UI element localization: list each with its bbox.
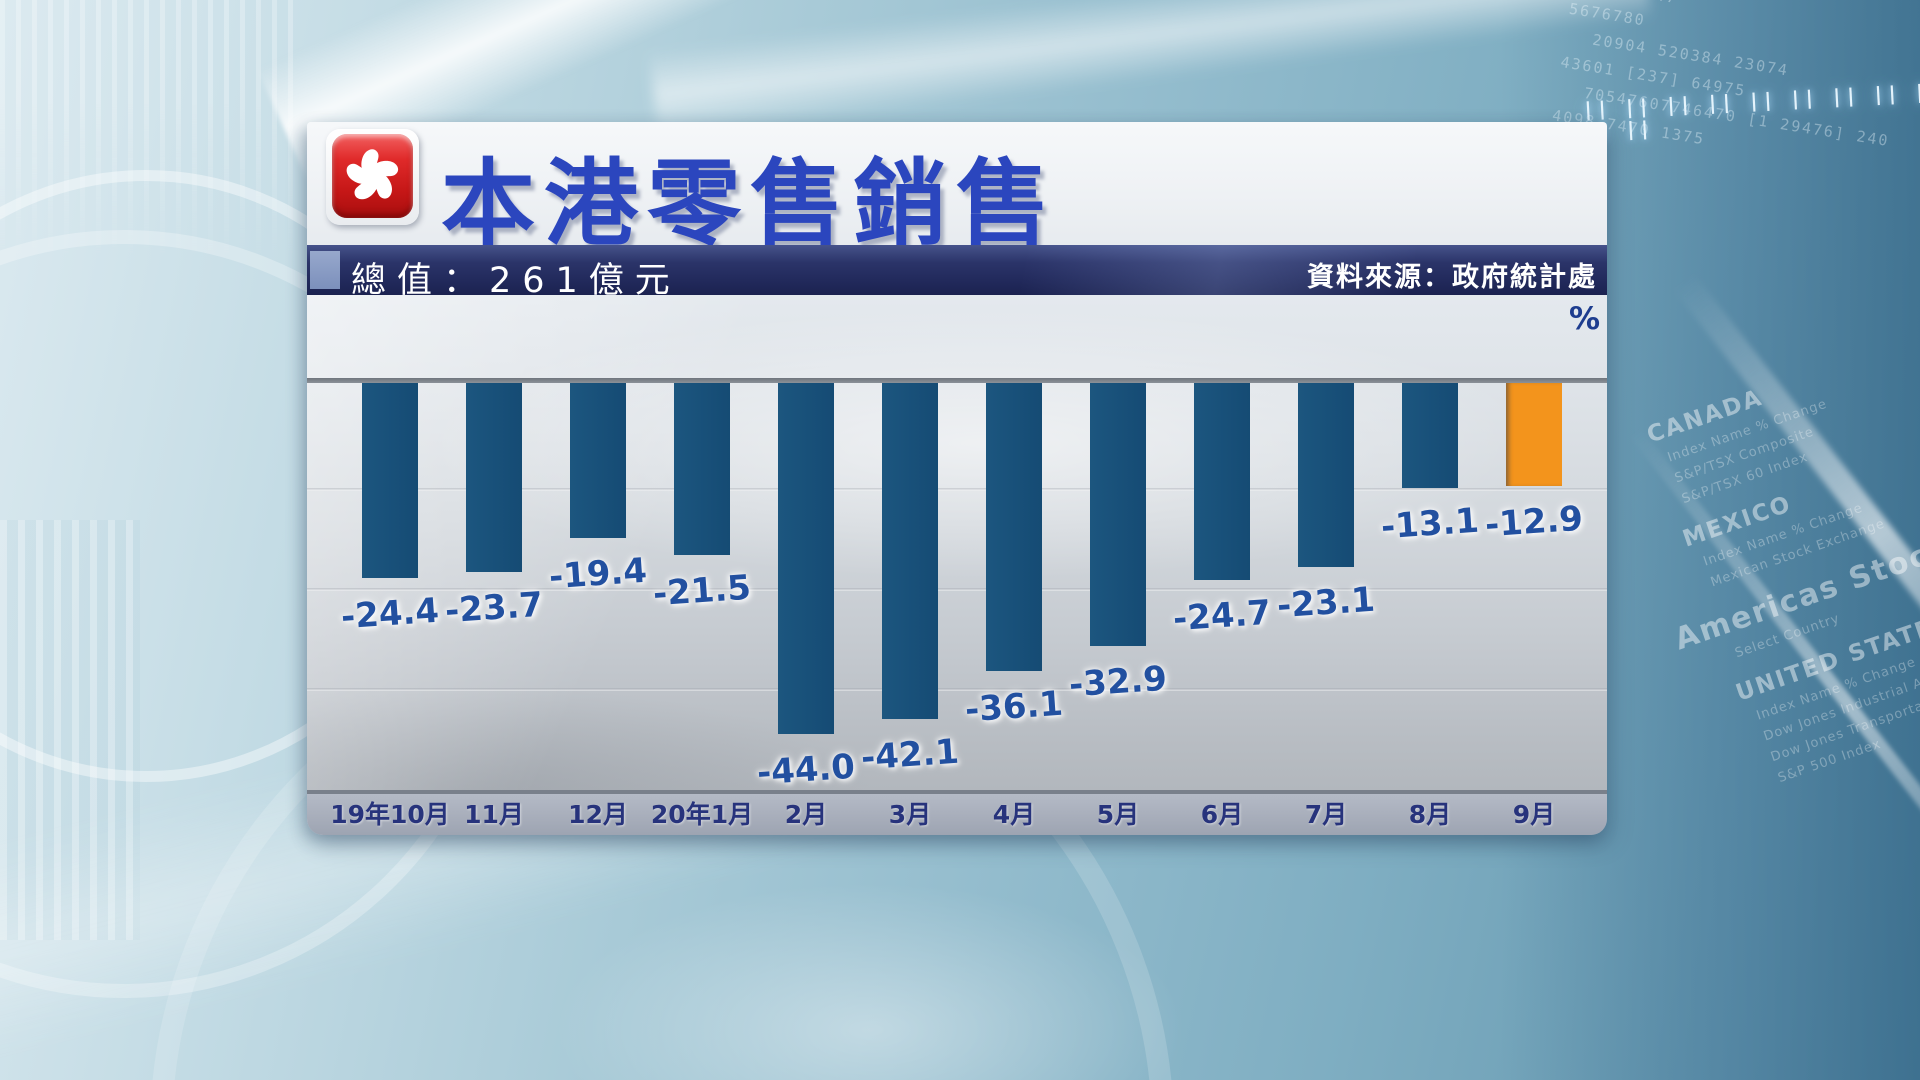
bar-12月 [570, 383, 626, 538]
bar-3月 [882, 383, 938, 719]
bar-4月 [986, 383, 1042, 671]
bar-19年10月 [362, 383, 418, 578]
x-tick-20年1月: 20年1月 [650, 800, 754, 829]
data-source-label: 資料來源：政府統計處 [1307, 262, 1597, 293]
title-bar: 本港零售銷售 [307, 122, 1607, 259]
hk-flag-tile [326, 129, 419, 225]
gridline-3 [307, 688, 1607, 691]
x-tick-5月: 5月 [1096, 800, 1140, 829]
page-title: 本港零售銷售 [441, 150, 1060, 259]
x-tick-4月: 4月 [992, 800, 1036, 829]
x-tick-3月: 3月 [888, 800, 932, 829]
x-tick-9月: 9月 [1512, 800, 1556, 829]
subtitle-bar: 總值：261億元 資料來源：政府統計處 [307, 245, 1607, 301]
x-tick-6月: 6月 [1200, 800, 1244, 829]
bar-9月 [1506, 383, 1562, 486]
value-label-20年1月: -21.5 [651, 567, 753, 615]
background-glow [420, 820, 1320, 1080]
value-label-7月: -23.1 [1275, 579, 1377, 627]
chart-plot-area: % -24.4 -23.7 -19.4 -21.5 -44.0 -42.1 -36.1 -32… [307, 295, 1607, 793]
bauhinia-flower-icon [343, 149, 400, 205]
x-tick-12月: 12月 [568, 800, 628, 829]
total-value-label: 總值：261億元 [351, 261, 681, 301]
x-tick-2月: 2月 [784, 800, 828, 829]
retail-sales-panel: 本港零售銷售 總值：261億元 資料來源：政府統計處 % -24.4 -23.7-… [307, 122, 1607, 835]
x-tick-7月: 7月 [1304, 800, 1348, 829]
bar-2月 [778, 383, 834, 734]
bar-6月 [1194, 383, 1250, 580]
x-tick-19年10月: 19年10月 [330, 800, 450, 829]
x-axis-strip: 19年10月 11月 12月 20年1月 2月 3月 4月 5月 6月 7月 8月 9月 [307, 790, 1607, 835]
bar-8月 [1402, 383, 1458, 488]
bar-20年1月 [674, 383, 730, 555]
x-tick-8月: 8月 [1408, 800, 1452, 829]
gridline-2 [307, 588, 1607, 591]
zero-axis-line [307, 378, 1607, 383]
hk-flag-icon [332, 134, 413, 218]
value-label-9月: -12.9 [1483, 498, 1585, 546]
value-label-3月: -42.1 [859, 731, 961, 779]
subtitle-accent-square [310, 251, 340, 289]
gridline-1 [307, 488, 1607, 491]
bar-11月 [466, 383, 522, 572]
x-tick-11月: 11月 [464, 800, 524, 829]
bar-5月 [1090, 383, 1146, 646]
value-label-5月: -32.9 [1067, 658, 1169, 706]
bar-7月 [1298, 383, 1354, 567]
percent-axis-label: % [1568, 301, 1600, 337]
